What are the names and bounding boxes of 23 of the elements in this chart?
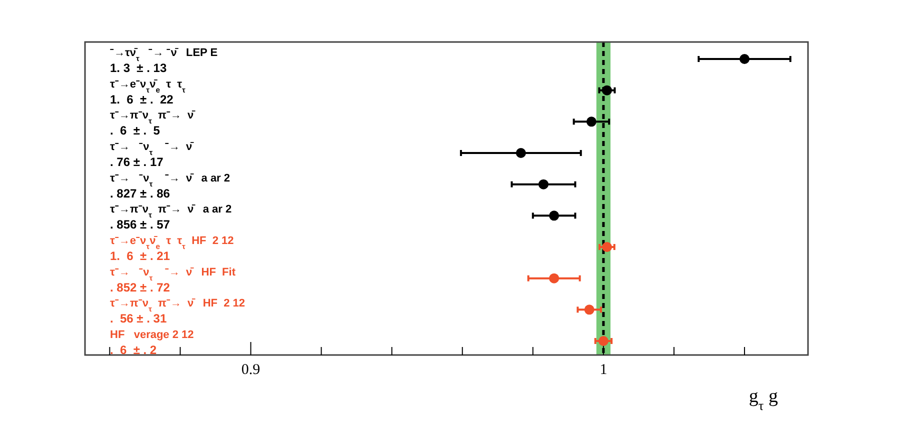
point — [516, 148, 526, 158]
category-label: τ⁻→ ⁻ν$_{τ}$ ⁻→ ν̄ HF Fit . 852 ± . 72 — [110, 266, 236, 294]
x-tick-label: 0.9 — [241, 362, 260, 378]
point — [586, 116, 596, 127]
y-tick-label: ⁻→τν̄$_{τ}$ ⁻→ ⁻ν̄ LEP E 1. 3 ± . 13 — [110, 47, 218, 75]
x-axis-title: g$_{τ}$ g — [748, 386, 778, 412]
y-tick-label: HF verage 2 12 . 6 ± . 2 — [110, 329, 194, 357]
point — [549, 273, 560, 284]
point — [538, 179, 548, 190]
point — [584, 304, 594, 315]
category-label: τ⁻→ ⁻ν$_{τ}$ ⁻→ ν̄ a ar 2 . 827 ± . 86 — [110, 172, 230, 200]
y-tick-label: τ⁻→π⁻ν$_{τ}$ π⁻→ ν̄ . 6 ± . 5 — [110, 110, 196, 138]
point — [602, 242, 612, 252]
y-tick-label: τ⁻→π⁻ν$_{τ}$ π⁻→ ν̄ HF 2 12 . 56 ± . 31 — [110, 298, 246, 326]
point — [740, 54, 750, 64]
point — [549, 210, 560, 221]
category-label: τ⁻→ ⁻ν$_{τ}$ ⁻→ ν̄ . 76 ± . 17 — [110, 141, 192, 169]
point — [598, 336, 608, 346]
category-label: τ⁻→e⁻ν$_{τ}$ν̄$_{e}$ τ τ$_{τ}$ HF 2 12 1. 6 ± . 21 — [110, 235, 234, 263]
y-tick-label: τ⁻→π⁻ν$_{τ}$ π⁻→ ν̄ a ar 2 . 856 ± . 57 — [110, 204, 232, 232]
y-tick-label: τ⁻→e⁻ν$_{τ}$ν̄$_{e}$ τ τ$_{τ}$ 1. 6 ± . 22 — [110, 78, 186, 106]
point — [602, 85, 612, 96]
x-tick-label: 1 — [600, 362, 608, 378]
